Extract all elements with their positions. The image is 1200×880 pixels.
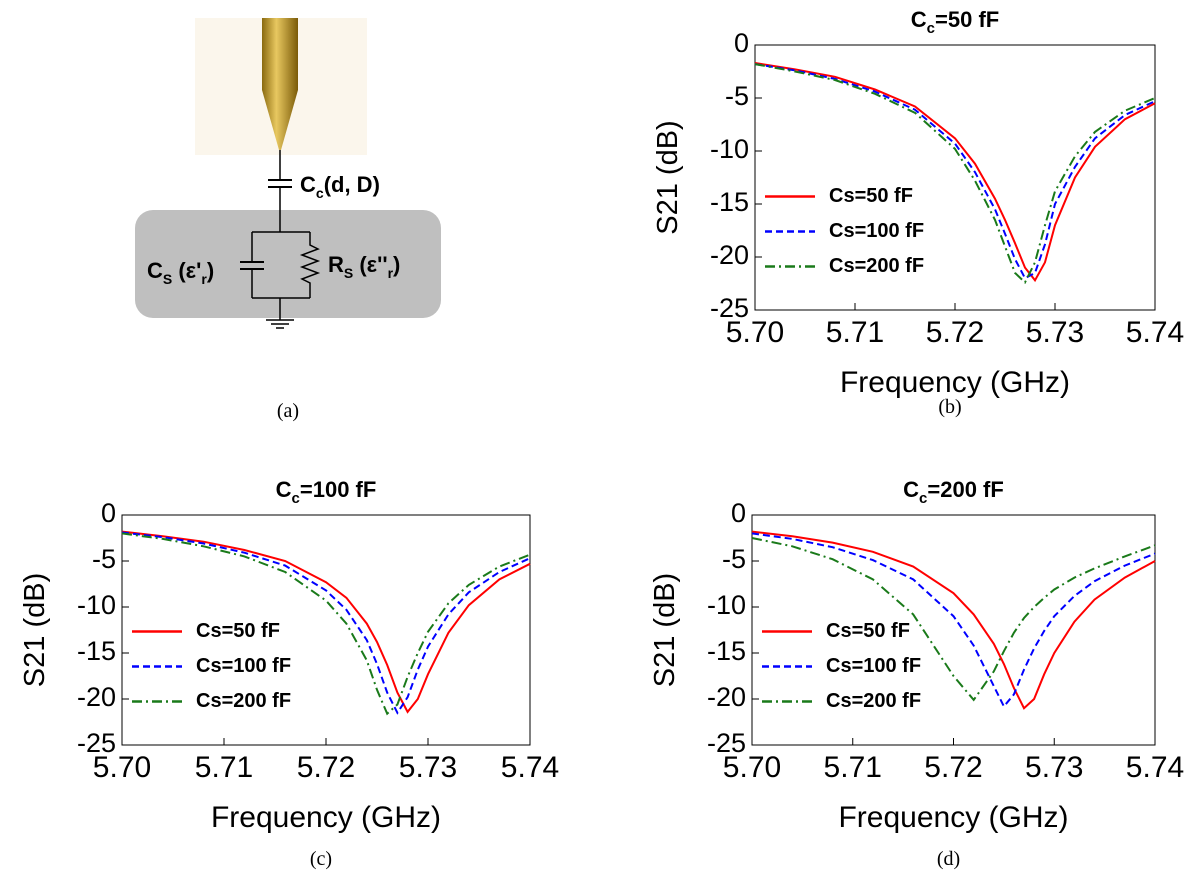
- y-tick-label: -15: [710, 187, 749, 217]
- x-tick-label: 5.72: [297, 751, 355, 784]
- y-tick-label: -20: [710, 240, 749, 270]
- chart-title-part: =200 fF: [927, 477, 1003, 502]
- x-tick-label: 5.71: [195, 751, 253, 784]
- legend-label: Cs=100 fF: [196, 655, 291, 677]
- x-tick-label: 5.70: [93, 751, 151, 784]
- legend-label: Cs=50 fF: [196, 620, 280, 642]
- plot-frame: [751, 514, 1156, 746]
- y-axis-label: S21 (dB): [649, 573, 681, 687]
- series-line: [754, 62, 1156, 283]
- x-tick-label: 5.71: [824, 751, 882, 784]
- y-tick-label: -10: [707, 590, 746, 620]
- chart: 0 -5 -10 -15 -20 -255.70 5.71 5.72 5.73 5.74 Frequ…: [19, 477, 559, 870]
- circuit-diagram: Cc(d, D) CS (ε'r) RS (ε''r) (a): [135, 18, 441, 422]
- chart-title: Cc=100 fF: [276, 477, 377, 507]
- chart-title-part: =100 fF: [300, 477, 376, 502]
- x-tick-label: 5.73: [1026, 316, 1084, 349]
- y-axis-label: S21 (dB): [19, 573, 51, 687]
- chart-title-part: c: [927, 20, 935, 37]
- series-line: [754, 63, 1156, 280]
- y-tick-label: -5: [92, 544, 116, 574]
- series-line: [121, 532, 531, 716]
- chart-title: Cc=50 fF: [911, 7, 999, 37]
- caption: (d): [937, 848, 960, 870]
- chart-title-part: c: [292, 490, 300, 507]
- circuit-wires: [268, 150, 292, 188]
- y-axis-label: S21 (dB): [652, 120, 684, 234]
- y-tick-label: -15: [707, 636, 746, 666]
- legend-label: Cs=200 fF: [826, 690, 921, 712]
- x-tick-label: 5.70: [723, 751, 781, 784]
- coupling-label: Cc(d, D): [300, 172, 380, 201]
- series-line: [121, 531, 531, 715]
- y-tick-label: -25: [710, 293, 749, 323]
- chart-title-part: C: [276, 477, 292, 502]
- x-axis-label: Frequency (GHz): [840, 366, 1070, 399]
- y-tick-label: -15: [77, 636, 116, 666]
- x-tick-label: 5.73: [399, 751, 457, 784]
- chart-title-part: C: [911, 7, 927, 32]
- y-tick-label: 0: [734, 28, 749, 58]
- x-axis-label: Frequency (GHz): [211, 801, 441, 834]
- y-tick-label: -5: [722, 544, 746, 574]
- legend-label: Cs=50 fF: [829, 185, 913, 207]
- y-tick-label: -5: [725, 81, 749, 111]
- y-tick-label: -25: [77, 728, 116, 758]
- chart-title: Cc=200 fF: [903, 477, 1004, 507]
- sample-resistance-label: RS (ε''r): [328, 252, 400, 281]
- y-tick-label: 0: [731, 498, 746, 528]
- plot-frame: [121, 514, 531, 746]
- x-tick-label: 5.74: [501, 751, 559, 784]
- sample-box: [135, 210, 441, 318]
- chart: 0 -5 -10 -15 -20 -255.70 5.71 5.72 5.73 5.74 Frequ…: [649, 477, 1184, 870]
- caption: (c): [310, 848, 332, 870]
- y-tick-label: -20: [77, 682, 116, 712]
- x-tick-label: 5.70: [726, 316, 784, 349]
- legend-label: Cs=200 fF: [196, 690, 291, 712]
- sample-circuit: [240, 187, 321, 329]
- series-line: [121, 530, 531, 714]
- probe-tip: [262, 18, 298, 150]
- series-line: [751, 530, 1156, 710]
- sample-capacitance-label: CS (ε'r): [147, 258, 214, 287]
- x-tick-label: 5.74: [1126, 751, 1184, 784]
- y-tick-label: -10: [710, 134, 749, 164]
- legend-label: Cs=100 fF: [826, 655, 921, 677]
- x-axis-label: Frequency (GHz): [838, 801, 1068, 834]
- y-tick-label: -10: [77, 590, 116, 620]
- chart-title-part: C: [903, 477, 919, 502]
- legend-label: Cs=100 fF: [829, 220, 924, 242]
- x-tick-label: 5.72: [926, 316, 984, 349]
- legend-label: Cs=200 fF: [829, 255, 924, 277]
- x-tick-label: 5.71: [826, 316, 884, 349]
- series-line: [754, 63, 1156, 285]
- caption: (b): [938, 396, 961, 418]
- series-line: [751, 532, 1156, 709]
- plot-frame: [754, 44, 1156, 311]
- y-tick-label: -20: [707, 682, 746, 712]
- chart-title-part: c: [919, 490, 927, 507]
- caption: (a): [277, 400, 299, 422]
- y-tick-label: -25: [707, 728, 746, 758]
- chart-title-part: =50 fF: [935, 7, 999, 32]
- x-tick-label: 5.72: [924, 751, 982, 784]
- legend-label: Cs=50 fF: [826, 620, 910, 642]
- series-line: [751, 537, 1156, 702]
- chart: 0 -5 -10 -15 -20 -255.70 5.71 5.72 5.73 5.74 Frequ…: [652, 7, 1184, 418]
- y-tick-label: 0: [101, 498, 116, 528]
- x-tick-label: 5.73: [1025, 751, 1083, 784]
- x-tick-label: 5.74: [1126, 316, 1184, 349]
